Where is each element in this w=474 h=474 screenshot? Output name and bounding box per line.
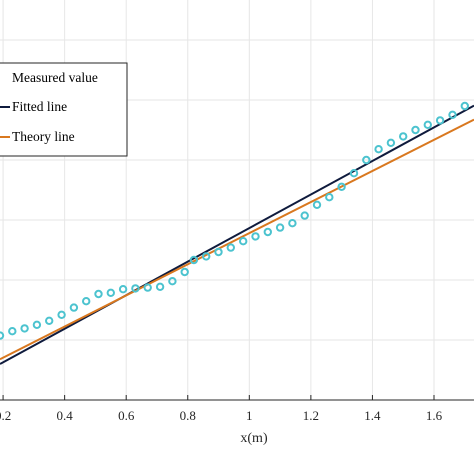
data-point-19: [226, 243, 236, 252]
legend-label-2: Theory line: [12, 129, 75, 144]
series-lines: [0, 104, 474, 365]
x-tick-label-3: 0.8: [180, 408, 196, 423]
x-tick-label-6: 1.4: [364, 408, 381, 423]
data-point-34: [411, 125, 420, 135]
data-point-14: [168, 277, 177, 286]
data-point-26: [312, 200, 322, 210]
data-point-24: [288, 219, 297, 228]
series-markers: [0, 101, 469, 340]
data-point-23: [275, 223, 285, 232]
data-point-33: [399, 132, 408, 141]
data-point-30: [362, 155, 371, 165]
data-point-25: [300, 211, 309, 220]
data-point-12: [143, 283, 152, 292]
data-point-3: [32, 320, 42, 329]
data-point-35: [423, 120, 432, 130]
data-point-21: [251, 232, 260, 241]
data-point-37: [448, 110, 457, 120]
x-tick-label-4: 1: [246, 408, 253, 423]
data-point-28: [337, 182, 346, 192]
legend: Measured value Fitted line Theory line: [0, 62, 128, 157]
data-point-17: [202, 252, 211, 261]
axes: [0, 395, 474, 401]
data-point-16: [189, 255, 199, 265]
data-point-22: [263, 227, 272, 237]
data-point-29: [349, 169, 359, 178]
data-point-1: [8, 327, 17, 336]
data-point-15: [180, 267, 189, 277]
data-point-8: [94, 289, 103, 299]
data-point-32: [386, 138, 396, 148]
grid: [0, 0, 474, 400]
data-point-5: [57, 310, 66, 319]
data-point-7: [82, 297, 91, 306]
data-point-13: [155, 282, 165, 291]
data-point-38: [460, 101, 469, 111]
data-point-10: [118, 285, 128, 294]
legend-label-1: Fitted line: [12, 99, 67, 114]
data-point-18: [214, 247, 223, 257]
data-point-6: [69, 303, 79, 312]
data-point-36: [435, 116, 445, 125]
x-axis-label: x(m): [240, 431, 268, 446]
data-point-0: [0, 331, 5, 340]
x-tick-label-2: 0.6: [118, 408, 135, 423]
x-tick-labels: 0.2 0.4 0.6 0.8 1 1.2 1.4 1.6: [0, 408, 443, 423]
data-point-27: [325, 193, 334, 202]
x-tick-label-7: 1.6: [426, 408, 443, 423]
x-tick-label-5: 1.2: [303, 408, 319, 423]
x-tick-label-0: 0.2: [0, 408, 11, 423]
x-tick-label-1: 0.4: [57, 408, 74, 423]
data-point-2: [20, 324, 29, 333]
series-line-1: [0, 104, 474, 365]
data-point-20: [239, 237, 248, 246]
series-line-2: [0, 118, 474, 361]
legend-label-0: Measured value: [12, 70, 98, 85]
data-point-11: [131, 284, 140, 293]
data-point-9: [106, 288, 116, 297]
data-point-31: [374, 145, 383, 154]
data-point-4: [45, 316, 54, 325]
legend-box: [0, 62, 128, 157]
